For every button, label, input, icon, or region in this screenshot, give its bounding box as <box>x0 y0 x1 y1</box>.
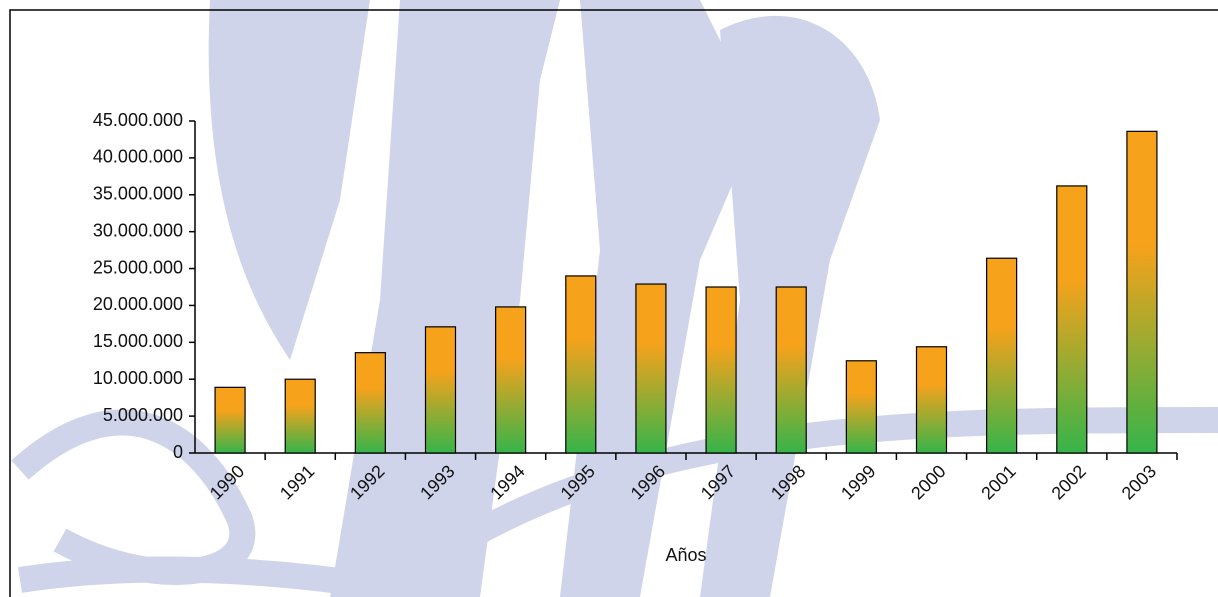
bar <box>495 306 527 454</box>
y-tick-label: 40.000.000 <box>93 147 183 167</box>
y-tick-label: 15.000.000 <box>93 331 183 351</box>
y-tick-label: 0 <box>173 442 183 462</box>
bar <box>1126 130 1158 454</box>
bar <box>635 283 667 454</box>
bar <box>214 386 246 454</box>
x-tick-label: 2003 <box>1118 461 1160 503</box>
bar <box>775 286 807 454</box>
bar <box>284 378 316 454</box>
bar <box>1056 185 1088 454</box>
y-tick-label: 5.000.000 <box>103 405 183 425</box>
x-tick-label: 2000 <box>907 461 949 503</box>
y-tick-label: 45.000.000 <box>93 110 183 130</box>
bar <box>845 360 877 454</box>
x-tick-label: 2002 <box>1048 461 1090 503</box>
x-tick-label: 1991 <box>276 461 318 503</box>
bar <box>565 275 597 454</box>
frame <box>9 9 1218 597</box>
y-tick-label: 10.000.000 <box>93 368 183 388</box>
y-tick-label: 25.000.000 <box>93 257 183 277</box>
x-tick-label: 1999 <box>837 461 879 503</box>
x-tick-label: 2001 <box>977 461 1019 503</box>
bar <box>915 346 948 454</box>
x-axis-label: Años <box>665 545 706 565</box>
y-tick-label: 35.000.000 <box>93 184 183 204</box>
bar <box>424 326 457 454</box>
y-tick-label: 30.000.000 <box>93 220 183 240</box>
y-tick-label: 20.000.000 <box>93 294 183 314</box>
bar <box>354 352 386 454</box>
bar <box>705 286 737 454</box>
bar <box>986 257 1018 454</box>
